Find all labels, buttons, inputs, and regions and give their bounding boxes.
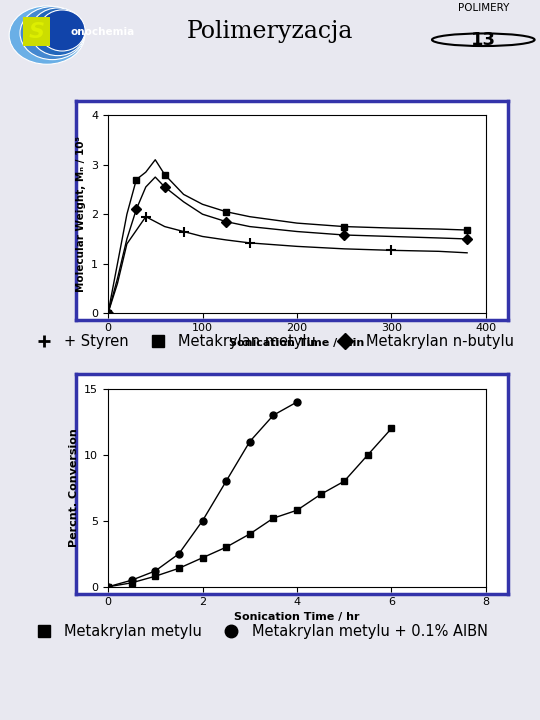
FancyBboxPatch shape bbox=[23, 17, 50, 46]
Text: S: S bbox=[29, 22, 45, 42]
Ellipse shape bbox=[31, 8, 85, 55]
Legend: Metakrylan metylu, Metakrylan metylu + 0.1% AIBN: Metakrylan metylu, Metakrylan metylu + 0… bbox=[23, 618, 494, 645]
Text: Polimeryzacja: Polimeryzacja bbox=[187, 20, 353, 43]
Text: onochemia: onochemia bbox=[70, 27, 134, 37]
Text: POLIMERY: POLIMERY bbox=[457, 3, 509, 13]
Y-axis label: Percnt. Conversion: Percnt. Conversion bbox=[69, 428, 79, 547]
Ellipse shape bbox=[20, 6, 85, 60]
X-axis label: Sonication Time / min: Sonication Time / min bbox=[230, 338, 364, 348]
X-axis label: Sonication Time / hr: Sonication Time / hr bbox=[234, 612, 360, 622]
Ellipse shape bbox=[39, 10, 85, 51]
Text: 13: 13 bbox=[471, 31, 496, 49]
Y-axis label: Molecular Weight, Mₙ / 10⁵: Molecular Weight, Mₙ / 10⁵ bbox=[76, 136, 86, 292]
Legend: + Styren, Metakrylan metylu, Metakrylan n-butylu: + Styren, Metakrylan metylu, Metakrylan … bbox=[23, 328, 519, 355]
Ellipse shape bbox=[9, 6, 85, 64]
